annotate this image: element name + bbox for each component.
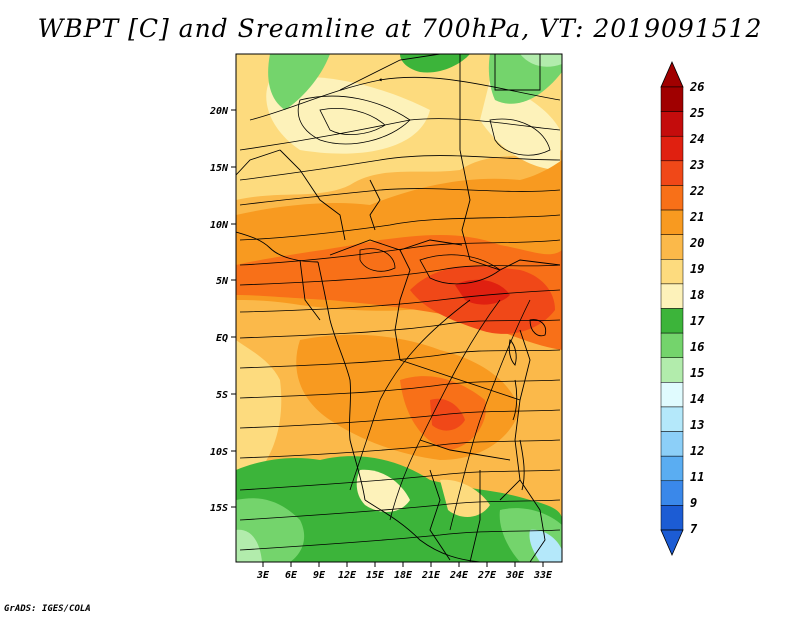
colorbar-box-11 <box>660 455 684 482</box>
colorbar-label-16: 16 <box>690 340 704 354</box>
lon-label-15e: 15E <box>366 570 385 581</box>
colorbar-label-26: 26 <box>689 80 704 94</box>
colorbar-label-25: 25 <box>689 106 704 120</box>
lon-label-9e: 9E <box>313 570 326 581</box>
colorbar-box-7 <box>660 505 684 531</box>
colorbar-box-19 <box>660 259 684 285</box>
lat-label-5s: 5S <box>216 390 228 401</box>
lat-label-eq: EQ <box>216 333 228 344</box>
colorbar-top-arrow <box>660 61 684 88</box>
colorbar-label-24: 24 <box>689 132 704 146</box>
lon-label-18e: 18E <box>394 570 413 581</box>
colorbar-box-24 <box>660 135 684 162</box>
lat-label-5n: 5N <box>216 276 229 287</box>
lon-label-27e: 27E <box>477 570 497 581</box>
lakes <box>508 319 547 491</box>
colorbar-label-15: 15 <box>690 366 704 380</box>
colorbar-box-14 <box>660 382 684 408</box>
colorbar-box-17 <box>660 308 684 334</box>
colorbar-box-18 <box>660 283 684 309</box>
lon-label-30e: 30E <box>505 570 525 581</box>
colorbar-label-23: 23 <box>689 158 704 172</box>
lat-label-10s: 10S <box>210 447 228 458</box>
colorbar-label-9: 9 <box>690 496 697 510</box>
lon-ticks <box>262 562 544 567</box>
streamlines <box>239 76 561 551</box>
lon-label-33e: 33E <box>533 570 553 581</box>
colorbar-box-26 <box>660 86 684 112</box>
colorbar-box-20 <box>660 234 684 260</box>
colorbar-box-12 <box>660 431 684 457</box>
colorbar-label-13: 13 <box>690 418 704 432</box>
lat-label-15n: 15N <box>210 163 229 174</box>
lon-label-21e: 21E <box>421 570 441 581</box>
colorbar-label-7: 7 <box>690 522 698 536</box>
colorbar-bottom-arrow <box>660 529 684 556</box>
colorbar-label-20: 20 <box>689 236 704 250</box>
colorbar-label-21: 21 <box>689 210 704 224</box>
colorbar-box-16 <box>660 332 684 358</box>
map-frame <box>235 53 563 563</box>
colorbar-label-14: 14 <box>690 392 704 406</box>
lat-ticks <box>231 109 236 508</box>
lat-tick-labels: 20N 15N 10N 5N EQ 5S 10S 15S <box>209 106 229 514</box>
lat-label-15s: 15S <box>210 503 228 514</box>
colorbar-box-9 <box>660 480 684 506</box>
lat-label-20n: 20N <box>209 106 229 117</box>
colorbar-label-17: 17 <box>690 314 705 328</box>
colorbar-label-22: 22 <box>689 184 704 198</box>
colorbar-box-21 <box>660 209 684 235</box>
colorbar-label-19: 19 <box>690 262 704 276</box>
colorbar: 26 25 24 23 22 21 20 19 18 17 16 15 14 1… <box>660 61 705 556</box>
colorbar-label-11: 11 <box>690 470 704 484</box>
lat-label-10n: 10N <box>210 220 229 231</box>
colorbar-box-25 <box>660 111 684 137</box>
colorbar-box-13 <box>660 406 684 432</box>
colorbar-labels: 26 25 24 23 22 21 20 19 18 17 16 15 14 1… <box>689 80 705 536</box>
footer-credit: GrADS: IGES/COLA <box>4 604 91 614</box>
lon-tick-labels: 3E 6E 9E 12E 15E 18E 21E 24E 27E 30E 33E <box>256 570 553 581</box>
colorbar-box-22 <box>660 185 684 211</box>
colorbar-boxes <box>660 86 684 531</box>
lon-label-12e: 12E <box>338 570 357 581</box>
colorbar-box-23 <box>660 160 684 186</box>
map-title: WBPT [C] and Sreamline at 700hPa, VT: 20… <box>37 14 763 43</box>
colorbar-label-12: 12 <box>690 444 704 458</box>
country-borders <box>236 54 561 562</box>
lon-label-24e: 24E <box>449 570 469 581</box>
lon-label-6e: 6E <box>285 570 298 581</box>
colorbar-box-15 <box>660 357 684 383</box>
lon-label-3e: 3E <box>256 570 270 581</box>
colorbar-label-18: 18 <box>690 288 704 302</box>
